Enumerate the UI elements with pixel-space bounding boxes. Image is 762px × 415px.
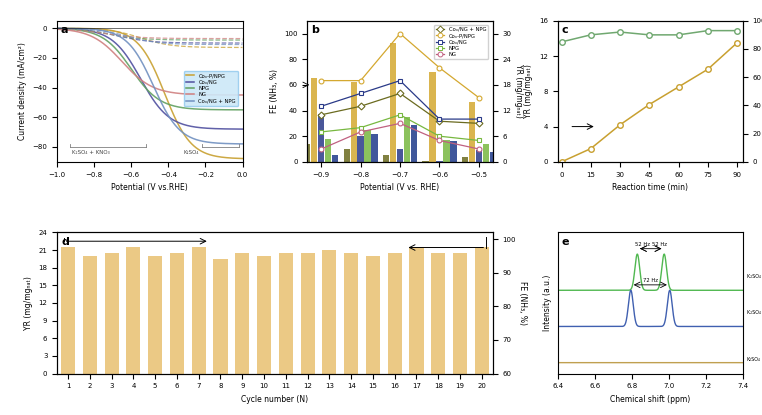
- X-axis label: Chemical shift (ppm): Chemical shift (ppm): [610, 395, 690, 404]
- X-axis label: Cycle number (N): Cycle number (N): [242, 395, 309, 404]
- Text: K₂SO₄ + KNO₃: K₂SO₄ + KNO₃: [72, 151, 110, 156]
- Bar: [388, 253, 402, 374]
- Bar: [490, 151, 496, 162]
- Bar: [383, 156, 389, 162]
- Bar: [148, 256, 162, 374]
- Bar: [357, 136, 363, 162]
- Bar: [322, 250, 337, 374]
- X-axis label: Potential (V vs. RHE): Potential (V vs. RHE): [360, 183, 440, 192]
- Bar: [397, 149, 403, 162]
- Bar: [422, 161, 429, 162]
- Text: K₂SO₄ + K¹⁴NO₃⁻: K₂SO₄ + K¹⁴NO₃⁻: [747, 310, 762, 315]
- Bar: [475, 247, 489, 374]
- Y-axis label: YR (mg/mgₙₐₜ): YR (mg/mgₙₐₜ): [514, 64, 523, 118]
- Bar: [469, 102, 475, 162]
- Text: K₂SO₄ + K¹⁵NO₃⁻: K₂SO₄ + K¹⁵NO₃⁻: [747, 273, 762, 278]
- Bar: [257, 256, 271, 374]
- Bar: [279, 253, 293, 374]
- Y-axis label: Current density (mA/cm²): Current density (mA/cm²): [18, 42, 27, 140]
- Bar: [104, 253, 119, 374]
- Y-axis label: YR (mg/mgₙₐₜ): YR (mg/mgₙₐₜ): [524, 64, 533, 118]
- Bar: [351, 82, 357, 162]
- Bar: [344, 149, 350, 162]
- Bar: [83, 256, 97, 374]
- Bar: [325, 139, 331, 162]
- Text: 52 Hz: 52 Hz: [652, 242, 667, 247]
- Bar: [332, 156, 338, 162]
- X-axis label: Reaction time (min): Reaction time (min): [613, 183, 688, 192]
- Bar: [443, 140, 450, 162]
- Text: 72 Hz: 72 Hz: [643, 278, 658, 283]
- Text: d: d: [62, 237, 69, 247]
- Y-axis label: FE (NH₃, %): FE (NH₃, %): [518, 281, 527, 325]
- Bar: [430, 72, 436, 162]
- Bar: [482, 144, 489, 162]
- Bar: [304, 144, 310, 162]
- Text: K₂SO₄: K₂SO₄: [183, 151, 199, 156]
- Bar: [453, 253, 467, 374]
- Bar: [61, 247, 75, 374]
- Text: K₂SO₄: K₂SO₄: [747, 357, 760, 362]
- Text: e: e: [562, 237, 568, 247]
- Bar: [311, 78, 318, 162]
- Bar: [371, 134, 378, 162]
- Text: b: b: [311, 25, 319, 35]
- Bar: [450, 142, 456, 162]
- Bar: [390, 43, 396, 162]
- Bar: [170, 253, 184, 374]
- Bar: [462, 157, 468, 162]
- Text: 52 Hz: 52 Hz: [635, 242, 650, 247]
- Bar: [404, 117, 410, 162]
- Bar: [409, 247, 424, 374]
- Bar: [213, 259, 228, 374]
- Legend: Coₓ-P/NPG, Coₓ/NG, NPG, NG, Coₓ/NG + NPG: Coₓ-P/NPG, Coₓ/NG, NPG, NG, Coₓ/NG + NPG: [184, 71, 238, 105]
- Bar: [366, 256, 380, 374]
- Y-axis label: YR (mg/mgₙₐₜ): YR (mg/mgₙₐₜ): [24, 276, 33, 330]
- Legend: Coₓ/NG + NPG, Coₓ-P/NPG, Coₓ/NG, NPG, NG: Coₓ/NG + NPG, Coₓ-P/NPG, Coₓ/NG, NPG, NG: [434, 25, 488, 59]
- Bar: [191, 247, 206, 374]
- X-axis label: Potential (V vs.RHE): Potential (V vs.RHE): [111, 183, 188, 192]
- Bar: [300, 253, 315, 374]
- Bar: [437, 161, 443, 162]
- Bar: [431, 253, 445, 374]
- Bar: [318, 115, 325, 162]
- Text: a: a: [61, 25, 69, 35]
- Bar: [235, 253, 249, 374]
- Bar: [364, 130, 370, 162]
- Bar: [344, 253, 358, 374]
- Bar: [411, 124, 417, 162]
- Bar: [475, 150, 482, 162]
- Text: c: c: [562, 25, 568, 35]
- Y-axis label: Intensity (a.u.): Intensity (a.u.): [543, 275, 552, 331]
- Y-axis label: FE (NH₃, %): FE (NH₃, %): [270, 69, 279, 113]
- Bar: [126, 247, 140, 374]
